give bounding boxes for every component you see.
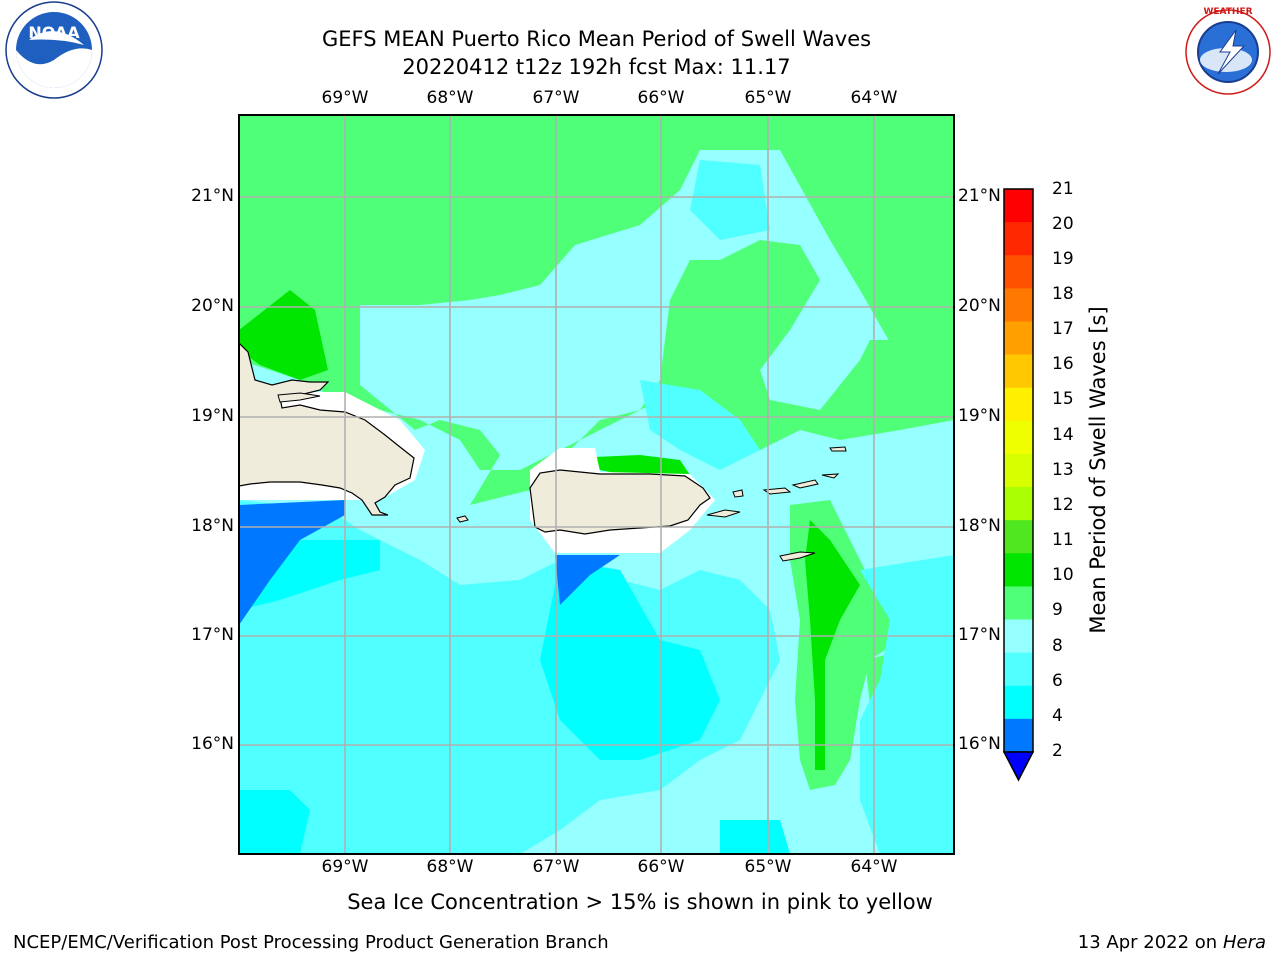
colorbar-segment [1004,420,1033,455]
colorbar-tick-15: 15 [1052,389,1074,409]
colorbar-tick-16: 16 [1052,354,1074,374]
swell-field-10-11-south [805,520,860,770]
colorbar-tick-10: 10 [1052,565,1074,585]
map-subtitle: 20220412 t12z 192h fcst Max: 11.17 [402,55,791,79]
colorbar-segment [1004,685,1033,720]
colorbar-tick-17: 17 [1052,319,1074,339]
swell-field-10-11-pr-north [595,455,690,478]
map-frame [238,114,955,855]
lon-label-bottom-64w: 64°W [850,857,898,877]
lat-label-left-20n: 20°N [191,296,234,316]
swell-field-9-10-north [239,115,954,505]
colorbar-tick-12: 12 [1052,495,1074,515]
colorbar-tick-11: 11 [1052,530,1074,550]
colorbar-segment [1004,553,1033,587]
colorbar-segment [1004,255,1033,289]
island-culebra [732,489,744,498]
footer-credit: NCEP/EMC/Verification Post Processing Pr… [13,932,609,953]
nws-logo: WEATHER [1178,0,1278,100]
colorbar-tick-19: 19 [1052,249,1074,269]
lat-label-left-16n: 16°N [191,734,234,754]
colorbar-tick-8: 8 [1052,636,1063,656]
lon-label-bottom-68w: 68°W [426,857,474,877]
swell-field-6-8-south [239,500,780,854]
map-title: GEFS MEAN Puerto Rico Mean Period of Swe… [321,27,872,51]
lon-label-bottom-66w: 66°W [637,857,685,877]
lat-label-left-21n: 21°N [191,186,234,206]
lon-label-top-66w: 66°W [637,88,685,108]
sea-ice-note: Sea Ice Concentration > 15% is shown in … [347,890,933,914]
lat-label-right-18n: 18°N [958,516,1001,536]
colorbar-tick-18: 18 [1052,284,1074,304]
colorbar-tick-9: 9 [1052,600,1063,620]
colorbar-segment [1004,718,1033,753]
swell-field-6-8-north [690,160,770,240]
lat-label-left-19n: 19°N [191,406,234,426]
graticule [239,115,954,854]
lat-label-left-17n: 17°N [191,625,234,645]
island-vieques [706,509,741,518]
swell-field-6-8-east [860,555,954,854]
lat-label-right-19n: 19°N [958,406,1001,426]
swell-field-10-11-nw [239,290,328,380]
lat-label-right-20n: 20°N [958,296,1001,316]
colorbar-segment [1004,586,1033,621]
footer-date-text: 13 Apr 2022 on [1077,932,1223,953]
island-virgin-gorda [821,473,840,479]
svg-text:NOAA: NOAA [28,23,80,42]
colorbar-segment [1004,222,1033,256]
lat-label-right-21n: 21°N [958,186,1001,206]
lon-label-bottom-65w: 65°W [744,857,792,877]
swell-field-4-6-bottom [239,790,310,854]
colorbar-segment [1004,321,1033,356]
colorbar-segment [1004,487,1033,521]
colorbar-segment [1004,453,1033,488]
lon-label-top-68w: 68°W [426,88,474,108]
land-puerto-rico [529,469,711,535]
colorbar-label: Mean Period of Swell Waves [s] [1086,306,1110,634]
lon-label-top-69w: 69°W [321,88,369,108]
colorbar-tick-21: 21 [1052,179,1074,199]
noaa-logo: NOAA [4,0,104,100]
lat-label-right-17n: 17°N [958,625,1001,645]
colorbar-segment [1004,652,1033,687]
island-hispaniola-north [277,392,321,403]
colorbar-tick-14: 14 [1052,425,1074,445]
lat-label-right-16n: 16°N [958,734,1001,754]
colorbar-tick-6: 6 [1052,671,1063,691]
swell-field-2-4-pr-south [555,555,620,605]
colorbar-tick-20: 20 [1052,214,1074,234]
colorbar-segment [1004,387,1033,422]
lon-label-bottom-69w: 69°W [321,857,369,877]
colorbar-segment [1004,619,1033,654]
swell-field-2-4-west [239,500,345,625]
land-hispaniola [239,342,415,516]
island-tortola [791,479,819,489]
colorbar-segment [1004,189,1033,223]
swell-field-6-8-central [640,380,760,470]
swell-field-4-6-center [540,560,720,760]
swell-field-4-6-se [720,820,790,854]
lon-label-bottom-67w: 67°W [532,857,580,877]
footer-host: Hera [1222,932,1266,953]
colorbar [1004,189,1033,753]
colorbar-segment [1004,520,1033,554]
colorbar-segment [1004,354,1033,389]
island-st-croix [779,551,816,562]
lon-label-top-67w: 67°W [532,88,580,108]
lon-label-top-65w: 65°W [744,88,792,108]
colorbar-tick-13: 13 [1052,460,1074,480]
svg-text:WEATHER: WEATHER [1203,7,1252,17]
lon-label-top-64w: 64°W [850,88,898,108]
island-anegada [829,446,847,452]
colorbar-segment [1004,288,1033,322]
island-mona [456,515,469,523]
lat-label-left-18n: 18°N [191,516,234,536]
footer-date: 13 Apr 2022 on Hera [1078,932,1266,953]
colorbar-tick-2: 2 [1052,741,1063,761]
colorbar-extend-arrow [1002,751,1035,782]
colorbar-tick-4: 4 [1052,706,1063,726]
